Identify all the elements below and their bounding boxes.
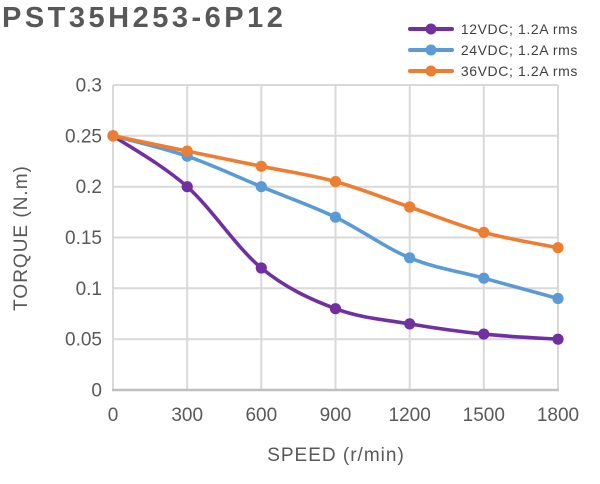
data-point-marker [329,303,342,315]
data-point-marker [478,226,490,238]
legend: 12VDC; 1.2A rms 24VDC; 1.2A rms 36VDC; 1… [407,18,578,81]
data-point-marker [181,145,193,157]
y-tick-label: 0.1 [76,279,102,300]
data-point-marker [404,318,416,330]
data-point-marker [255,181,267,193]
x-tick-label: 300 [171,405,203,426]
x-axis-title: SPEED (r/min) [267,445,405,466]
data-point-marker [404,252,416,264]
data-point-marker [478,328,490,340]
data-point-marker [255,262,267,274]
y-tick-label: 0.05 [65,330,102,351]
y-tick-label: 0.15 [65,228,102,249]
y-tick-label: 0 [91,381,102,402]
data-point-marker [552,242,564,254]
data-point-marker [329,211,342,223]
tick-layer: 0 300 600 900 1200 1500 1800 0 0.05 0.1 0.15 0.2 0.2… [65,76,579,427]
legend-label: 24VDC; 1.2A rms [460,41,578,58]
data-point-marker [255,160,267,172]
legend-item-24vdc: 24VDC; 1.2A rms [407,39,578,60]
legend-line-marker-icon [407,23,454,34]
y-tick-label: 0.2 [76,177,102,198]
legend-line-marker-icon [407,44,454,55]
chart-title: PST35H253-6P12 [2,2,287,34]
data-point-marker [329,176,342,188]
legend-item-36vdc: 36VDC; 1.2A rms [407,60,578,81]
x-tick-label: 1500 [463,405,505,426]
x-tick-label: 1800 [537,405,579,426]
legend-dot-icon [425,44,437,55]
x-tick-label: 0 [108,405,119,426]
data-point-marker [404,201,416,213]
data-point-marker [107,130,119,142]
legend-item-12vdc: 12VDC; 1.2A rms [407,18,578,39]
legend-dot-icon [425,65,437,76]
data-point-marker [552,292,564,305]
legend-line-marker-icon [407,65,454,76]
data-point-marker [478,272,490,284]
legend-label: 36VDC; 1.2A rms [460,62,578,79]
grid-layer [112,84,559,392]
legend-label: 12VDC; 1.2A rms [460,20,578,37]
x-tick-label: 600 [245,405,277,426]
y-tick-label: 0.25 [65,126,102,147]
y-tick-label: 0.3 [76,76,102,97]
legend-dot-icon [425,23,437,34]
data-point-marker [552,333,564,345]
x-tick-label: 900 [320,405,352,426]
y-axis-title: TORQUE (N.m) [11,165,32,311]
data-point-marker [181,181,193,193]
x-tick-label: 1200 [389,405,431,426]
series-layer [107,130,564,345]
